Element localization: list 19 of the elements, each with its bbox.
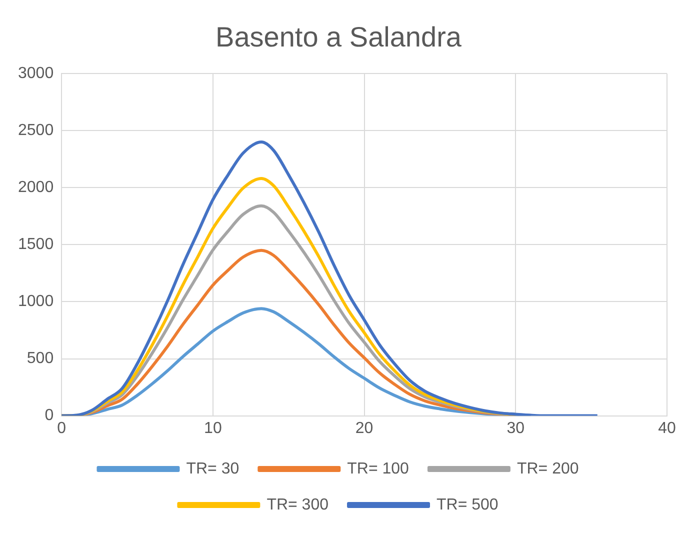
x-tick-label: 20 (355, 420, 374, 437)
x-tick-label: 30 (506, 420, 525, 437)
y-tick-label: 2000 (18, 179, 54, 196)
legend-label: TR= 30 (186, 460, 240, 478)
legend-label: TR= 200 (516, 460, 579, 478)
x-tick-label: 40 (658, 420, 676, 437)
x-tick-label: 10 (204, 420, 222, 437)
y-tick-label: 0 (44, 407, 54, 424)
legend-label: TR= 100 (347, 460, 410, 478)
y-tick-label: 3000 (18, 65, 54, 82)
x-tick-label: 0 (57, 420, 66, 437)
legend-label: TR= 500 (436, 496, 498, 514)
y-tick-label: 500 (26, 350, 54, 368)
legend-label: TR= 300 (266, 496, 329, 514)
y-tick-label: 1500 (18, 236, 54, 254)
line-series (62, 140, 599, 416)
y-tick-label: 2500 (18, 122, 54, 140)
y-tick-label: 1000 (18, 293, 54, 310)
chart-title: Basento a Salandra (216, 22, 462, 53)
